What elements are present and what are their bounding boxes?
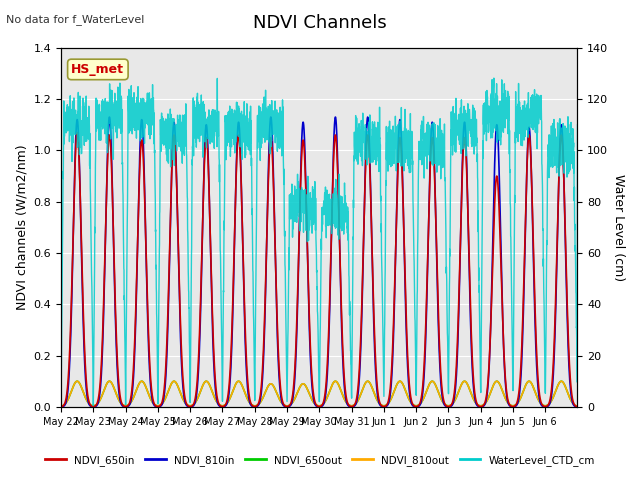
Y-axis label: Water Level (cm): Water Level (cm): [612, 174, 625, 281]
Legend: NDVI_650in, NDVI_810in, NDVI_650out, NDVI_810out, WaterLevel_CTD_cm: NDVI_650in, NDVI_810in, NDVI_650out, NDV…: [41, 451, 599, 470]
Text: NDVI Channels: NDVI Channels: [253, 14, 387, 33]
Text: No data for f_WaterLevel: No data for f_WaterLevel: [6, 14, 145, 25]
Y-axis label: NDVI channels (W/m2/nm): NDVI channels (W/m2/nm): [15, 144, 28, 310]
Text: HS_met: HS_met: [71, 63, 124, 76]
